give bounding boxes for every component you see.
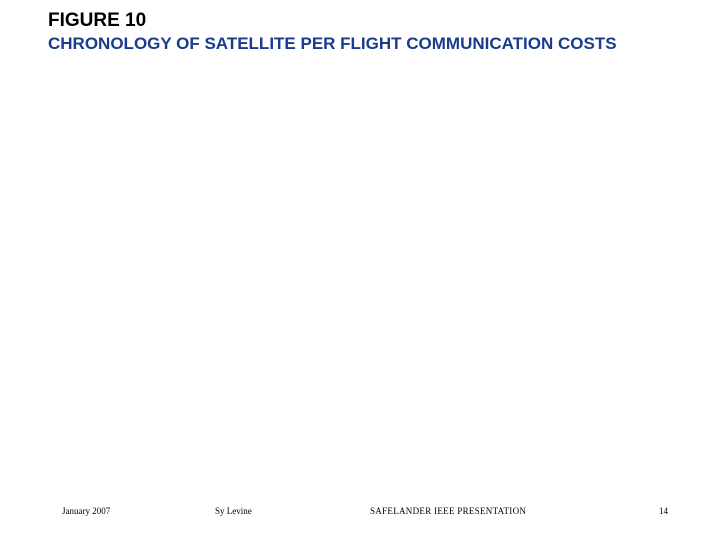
footer-date: January 2007 [62,506,110,516]
footer-page-number: 14 [659,506,668,516]
slide-title: CHRONOLOGY OF SATELLITE PER FLIGHT COMMU… [48,34,617,54]
footer-presentation-title: SAFELANDER IEEE PRESENTATION [370,506,526,516]
figure-label: FIGURE 10 [48,10,146,32]
footer-author: Sy Levine [215,506,252,516]
slide: FIGURE 10 CHRONOLOGY OF SATELLITE PER FL… [0,0,720,540]
